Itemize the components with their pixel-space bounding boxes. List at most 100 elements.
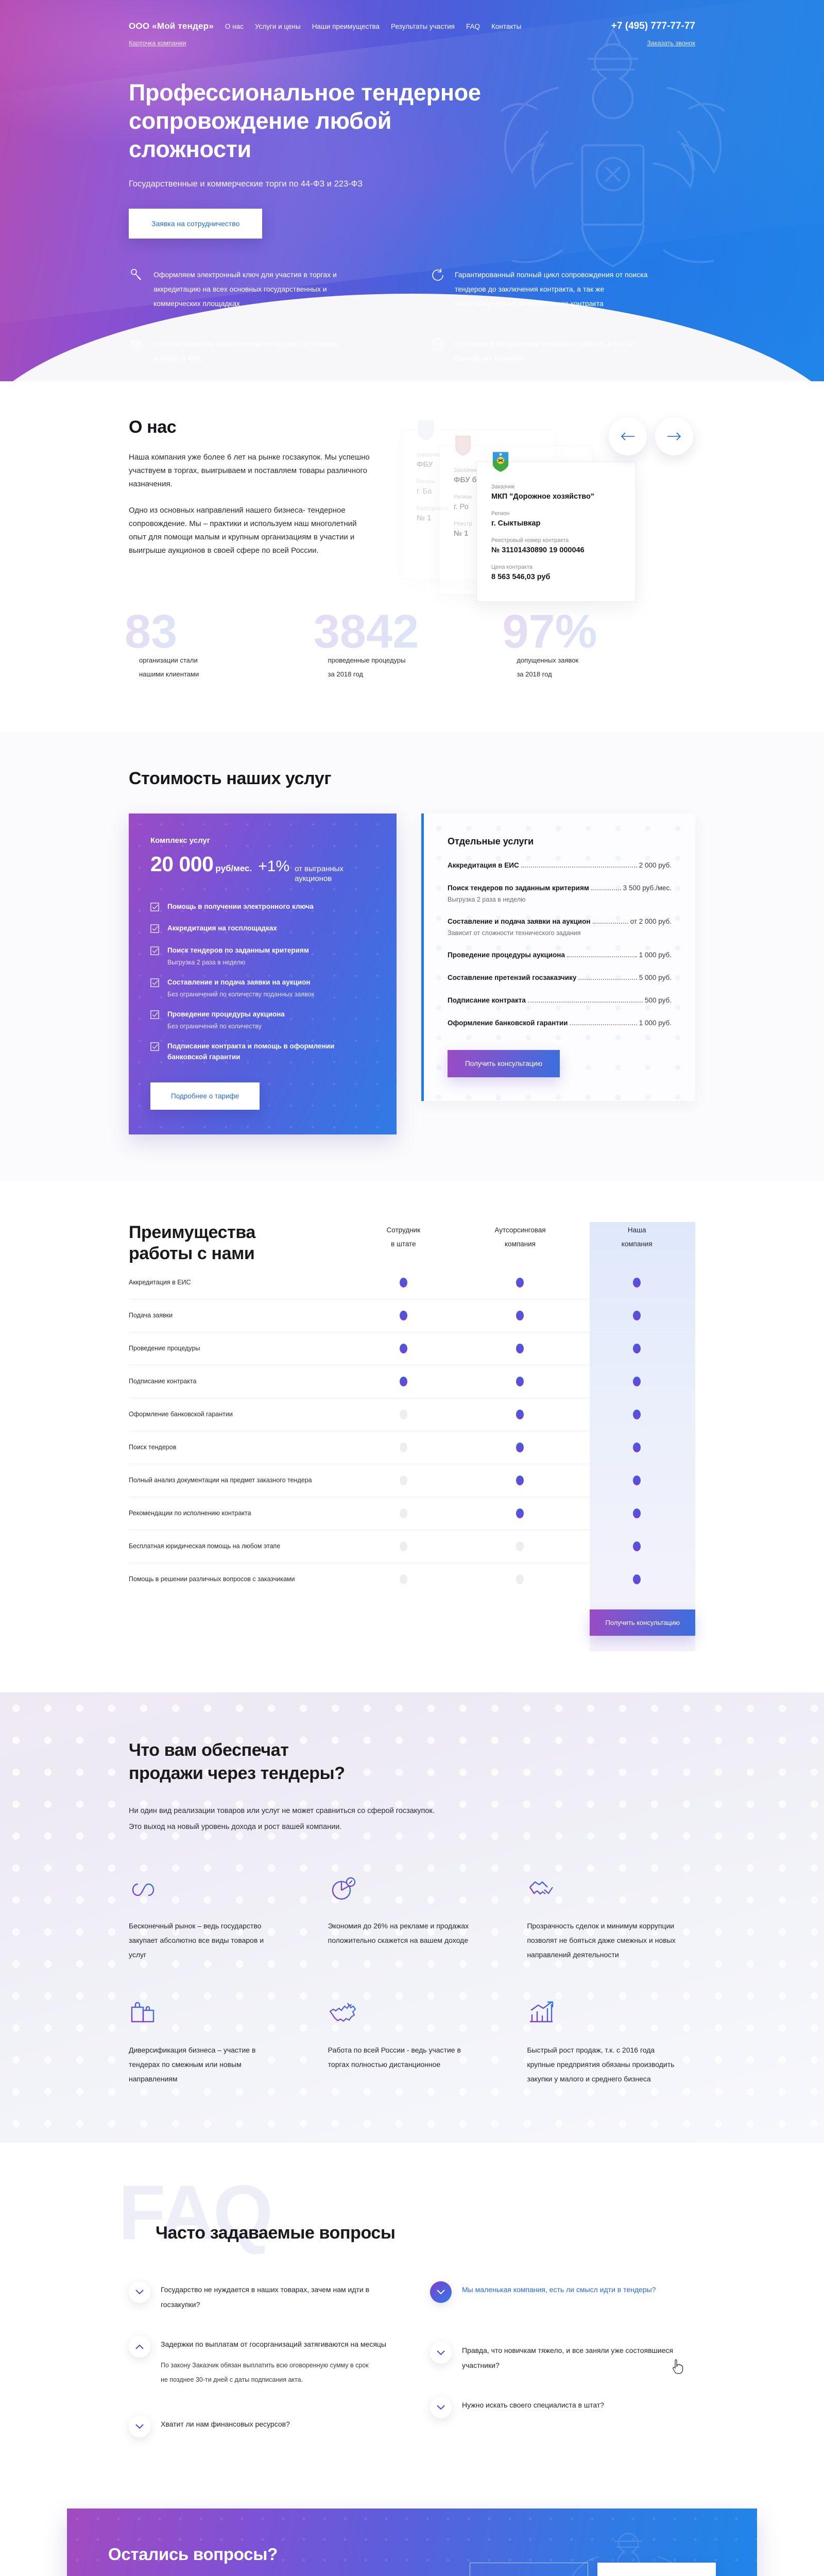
check-dot-empty-icon xyxy=(399,1409,407,1419)
faq-question-active: Мы маленькая компания, есть ли смысл идт… xyxy=(462,2285,656,2294)
faq-toggle-button[interactable] xyxy=(129,2416,150,2438)
service-price: 500 руб. xyxy=(644,996,672,1004)
advantage-cell xyxy=(578,1409,695,1419)
faq-toggle-button[interactable] xyxy=(129,2281,150,2303)
check-dot-filled-icon xyxy=(399,1376,407,1386)
faq-item[interactable]: Задержки по выплатам от госорганизаций з… xyxy=(129,2335,394,2387)
check-box-icon xyxy=(150,924,159,934)
separate-service-row: Аккредитация в ЕИС 2 000 руб. xyxy=(448,861,672,870)
slider-next-button[interactable] xyxy=(655,417,693,455)
nav-item-faq[interactable]: FAQ xyxy=(466,22,480,30)
faq-title: Часто задаваемые вопросы xyxy=(156,2223,396,2243)
faq-item[interactable]: Хватит ли нам финансовых ресурсов? xyxy=(129,2416,394,2438)
site-logo[interactable]: ООО «Мой тендер» xyxy=(129,21,214,31)
advantage-cell xyxy=(345,1574,462,1585)
hero-cta-button[interactable]: Заявка на сотрудничество xyxy=(129,208,263,239)
cta-submit-button[interactable]: Получить консультацию xyxy=(597,2563,716,2576)
advantages-title-line2: работы с нами xyxy=(129,1243,255,1263)
plan-feature-title: Проведение процедуры аукциона xyxy=(167,1010,285,1019)
about-title: О нас xyxy=(129,417,177,437)
advantages-column-header-highlight: Наша компания xyxy=(578,1223,695,1264)
slider-prev-button[interactable] xyxy=(609,417,647,455)
benefit-item: Экономия до 26% на рекламе и продажах по… xyxy=(328,1874,496,1962)
separate-service-row: Составление и подача заявки на аукцион от… xyxy=(448,918,672,937)
advantages-consultation-button[interactable]: Получить консультацию xyxy=(590,1609,695,1636)
faq-question: Государство не нуждается в наших товарах… xyxy=(161,2285,370,2309)
faq-column-right: Мы маленькая компания, есть ли смысл идт… xyxy=(430,2281,695,2461)
faq-item[interactable]: Правда, что новичкам тяжело, и все занял… xyxy=(430,2342,695,2372)
separate-service-row: Подписание контракта 500 руб. xyxy=(448,996,672,1005)
tender-card-front: Заказчик МКП "Дорожное хозяйство" Регион… xyxy=(476,452,636,602)
hero-feature-text: Гарантированный полный цикл сопровождени… xyxy=(455,270,648,308)
company-card-link[interactable]: Карточка компании xyxy=(129,40,186,47)
advantage-cell xyxy=(578,1442,695,1452)
stat-number: 3842 xyxy=(313,605,419,658)
cta-box: Остались вопросы? Оставьте заявку на бес… xyxy=(67,2509,757,2576)
nav-item-about[interactable]: О нас xyxy=(225,22,244,30)
faq-toggle-button[interactable] xyxy=(430,2396,452,2418)
hero-feature-item: Гарантированный полный цикл сопровождени… xyxy=(430,267,695,311)
check-dot-filled-icon xyxy=(516,1508,524,1518)
check-dot-filled-icon xyxy=(633,1442,641,1452)
benefit-item: Диверсификация бизнеса – участие в тенде… xyxy=(129,1998,297,2086)
phone-input[interactable] xyxy=(470,2563,588,2576)
stat-caption: допущенных заявок за 2018 год xyxy=(517,653,578,682)
advantage-cell xyxy=(578,1541,695,1551)
faq-toggle-button[interactable] xyxy=(129,2335,150,2358)
separate-services-card: Отдельные услуги Аккредитация в ЕИС 2 000… xyxy=(421,814,695,1101)
faq-item[interactable]: Мы маленькая компания, есть ли смысл идт… xyxy=(430,2281,695,2303)
table-row: Рекомендации по исполнению контракта xyxy=(129,1497,695,1530)
dot-leader xyxy=(578,979,637,980)
tender-price-label: Цена контракта xyxy=(491,564,533,571)
hero-feature-text: Консультируем по юридическим вопросам, с… xyxy=(153,339,339,362)
check-dot-filled-icon xyxy=(516,1442,524,1452)
check-dot-filled-icon xyxy=(399,1310,407,1320)
check-dot-filled-icon xyxy=(633,1409,641,1419)
faq-toggle-button[interactable] xyxy=(430,2342,452,2364)
nav-item-advantages[interactable]: Наши преимущества xyxy=(312,22,380,30)
cta-form-block: Получить консультацию Согласен на обрабо… xyxy=(470,2563,716,2576)
nav-item-services[interactable]: Услуги и цены xyxy=(254,22,301,30)
advantages-column-header: Аутсорсинговая компания xyxy=(462,1223,579,1264)
advantage-cell xyxy=(578,1475,695,1485)
faq-question: Правда, что новичкам тяжело, и все занял… xyxy=(462,2346,673,2369)
callback-link[interactable]: Заказать звонок xyxy=(647,40,695,47)
check-dot-filled-icon xyxy=(633,1376,641,1386)
faq-toggle-button-active[interactable] xyxy=(430,2281,452,2303)
col-head-line: компания xyxy=(621,1240,653,1248)
hero-feature-item: Консультируем по юридическим вопросам, с… xyxy=(129,336,394,365)
check-box-icon xyxy=(150,946,159,956)
faq-item[interactable]: Государство не нуждается в наших товарах… xyxy=(129,2281,394,2312)
faq-item[interactable]: Нужно искать своего специалиста в штат? xyxy=(430,2396,695,2418)
advantage-cell xyxy=(345,1409,462,1419)
nav-item-results[interactable]: Результаты участия xyxy=(391,22,455,30)
service-price: 1 000 руб. xyxy=(639,1019,672,1027)
plan-feature-item: Помощь в получении электронного ключа xyxy=(150,902,375,912)
faq-answer: По закону Заказчик обязан выплатить всю … xyxy=(161,2362,369,2383)
header-phone[interactable]: +7 (495) 777-77-77 xyxy=(611,21,695,31)
dot-leader xyxy=(566,956,637,957)
benefit-text: Быстрый рост продаж, т.к. с 2016 года кр… xyxy=(527,2046,675,2083)
advantage-cell xyxy=(462,1310,579,1320)
shopping-bags-icon xyxy=(131,2002,154,2023)
hero-feature-text: Помогаем в оформлении тендерных займов, … xyxy=(455,339,635,362)
infinity-icon xyxy=(132,1884,154,1896)
service-price: 2 000 руб. xyxy=(639,861,672,869)
benefit-text: Прозрачность сделок и минимум коррупции … xyxy=(527,1922,676,1959)
hero-subtitle: Государственные и коммерческие торги по … xyxy=(129,179,363,189)
check-dot-empty-icon xyxy=(399,1508,407,1518)
check-dot-filled-icon xyxy=(633,1508,641,1518)
advantage-cell xyxy=(462,1442,579,1452)
cta-title: Остались вопросы? xyxy=(108,2545,278,2564)
separate-consultation-button[interactable]: Получить консультацию xyxy=(448,1050,560,1077)
advantage-cell xyxy=(462,1541,579,1551)
benefits-section: Что вам обеспечат продажи через тендеры?… xyxy=(0,1692,824,2143)
check-dot-filled-icon xyxy=(633,1310,641,1320)
check-dot-filled-icon xyxy=(516,1343,524,1353)
plan-feature-title: Поиск тендеров по заданным критериям xyxy=(167,946,309,955)
plan-details-button[interactable]: Подробнее о тарифе xyxy=(150,1082,260,1110)
nav-item-contacts[interactable]: Контакты xyxy=(491,22,522,30)
advantage-label: Бесплатная юридическая помощь на любом э… xyxy=(129,1542,281,1550)
plan-feature-title: Аккредитация на госплощадках xyxy=(167,924,277,933)
col-head-line: Сотрудник xyxy=(386,1226,421,1234)
